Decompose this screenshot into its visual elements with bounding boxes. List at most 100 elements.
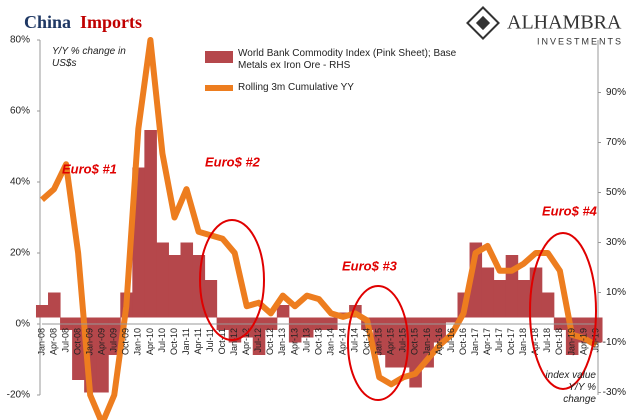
x-tick-label: Jul-14 bbox=[350, 328, 360, 353]
x-tick-label: Oct-15 bbox=[410, 328, 420, 355]
x-tick-label: Jul-09 bbox=[109, 328, 119, 353]
x-tick-label: Jul-10 bbox=[157, 328, 167, 353]
y-tick-label: 60% bbox=[10, 106, 30, 117]
x-tick-label: Jan-08 bbox=[36, 328, 46, 356]
x-tick-label: Jan-11 bbox=[181, 328, 191, 355]
x-tick-label: Apr-17 bbox=[482, 328, 492, 355]
logo bbox=[466, 6, 500, 40]
y-tick-label: 0% bbox=[16, 319, 31, 330]
annotation: Euro$ #1 bbox=[62, 161, 117, 176]
x-tick-label: Jul-16 bbox=[446, 328, 456, 353]
x-tick-label: Jan-10 bbox=[133, 328, 143, 356]
chart-title: China bbox=[24, 12, 71, 32]
bar bbox=[505, 255, 519, 318]
bar bbox=[108, 317, 121, 355]
bar bbox=[168, 255, 181, 318]
x-tick-label: Apr-12 bbox=[241, 328, 251, 355]
bar bbox=[252, 317, 266, 355]
bar bbox=[156, 242, 169, 318]
bar bbox=[240, 317, 254, 338]
bar bbox=[48, 292, 61, 318]
annotation: Euro$ #2 bbox=[205, 154, 261, 169]
x-tick-label: Oct-09 bbox=[121, 328, 131, 355]
circle bbox=[529, 232, 597, 390]
bar bbox=[144, 130, 157, 318]
bar bbox=[300, 317, 314, 338]
bar bbox=[204, 280, 218, 318]
x-tick-label: Jul-11 bbox=[205, 328, 215, 352]
bar bbox=[541, 292, 555, 318]
y2-tick-label: 90% bbox=[606, 87, 626, 98]
x-tick-label: Apr-19 bbox=[578, 328, 588, 355]
bar bbox=[180, 242, 194, 318]
legend-label: World Bank Commodity Index (Pink Sheet);… bbox=[238, 48, 457, 71]
y-tick-label: 20% bbox=[10, 248, 30, 259]
x-tick-label: Apr-13 bbox=[289, 328, 299, 355]
x-tick-label: Apr-11 bbox=[193, 328, 203, 354]
x-tick-label: Oct-17 bbox=[506, 328, 516, 355]
x-tick-label: Jan-16 bbox=[422, 328, 432, 356]
legend-swatch bbox=[205, 85, 233, 91]
y2-tick-label: 70% bbox=[606, 137, 626, 148]
x-tick-label: Apr-18 bbox=[530, 328, 540, 355]
x-tick-label: Oct-13 bbox=[313, 328, 323, 355]
brand: ALHAMBRA bbox=[507, 12, 622, 34]
circle bbox=[199, 219, 265, 341]
x-tick-label: Apr-10 bbox=[145, 328, 155, 355]
legend-label: Rolling 3m Cumulative YY bbox=[238, 82, 354, 93]
y2-note: index value Y/Y % change bbox=[545, 370, 596, 405]
y2-tick-label: -30% bbox=[603, 387, 626, 398]
x-tick-label: Jan-14 bbox=[325, 328, 335, 356]
bar bbox=[72, 317, 85, 380]
x-tick-label: Oct-16 bbox=[458, 328, 468, 355]
legend-swatch bbox=[205, 51, 233, 63]
y2-tick-label: 10% bbox=[606, 287, 626, 298]
bar bbox=[96, 317, 109, 393]
circle bbox=[347, 285, 409, 401]
x-tick-label: Oct-11 bbox=[217, 328, 227, 354]
y-tick-label: 40% bbox=[10, 177, 30, 188]
x-tick-label: Jan-15 bbox=[374, 328, 384, 356]
x-tick-label: Jan-19 bbox=[566, 328, 576, 356]
x-tick-label: Oct-18 bbox=[554, 328, 564, 355]
bar bbox=[481, 267, 495, 318]
bar bbox=[35, 305, 49, 318]
x-tick-label: Jul-08 bbox=[60, 328, 70, 353]
x-tick-label: Oct-10 bbox=[169, 328, 179, 355]
x-tick-label: Jul-18 bbox=[542, 328, 552, 353]
x-tick-label: Apr-16 bbox=[434, 328, 444, 355]
x-tick-label: Apr-08 bbox=[48, 328, 58, 355]
y2-tick-label: 30% bbox=[606, 237, 626, 248]
x-tick-label: Apr-15 bbox=[386, 328, 396, 355]
y2-tick-label: 50% bbox=[606, 187, 626, 198]
line bbox=[40, 37, 598, 420]
y-note: Y/Y % change in US$s bbox=[52, 46, 126, 69]
x-tick-label: Jan-12 bbox=[229, 328, 239, 356]
chart-title-emphasis: Imports bbox=[80, 12, 142, 32]
x-tick-label: Oct-12 bbox=[265, 328, 275, 355]
x-tick-label: Oct-08 bbox=[73, 328, 83, 355]
x-tick-label: Jan-18 bbox=[518, 328, 528, 356]
y2-tick-label: -10% bbox=[603, 337, 626, 348]
x-tick-label: Jan-17 bbox=[470, 328, 480, 356]
bar bbox=[373, 317, 386, 355]
x-tick-label: Oct-14 bbox=[362, 328, 372, 355]
bar bbox=[517, 280, 531, 318]
x-tick-label: Jul-15 bbox=[398, 328, 408, 353]
x-tick-label: Apr-14 bbox=[337, 328, 347, 355]
x-tick-label: Jul-12 bbox=[253, 328, 263, 353]
bar bbox=[385, 317, 398, 368]
y-tick-label: 80% bbox=[10, 35, 30, 46]
annotation: Euro$ #4 bbox=[542, 203, 598, 218]
annotation: Euro$ #3 bbox=[342, 258, 398, 273]
x-tick-label: Jan-13 bbox=[277, 328, 287, 356]
x-tick-label: Jul-17 bbox=[494, 328, 504, 353]
y-tick-label: -20% bbox=[7, 390, 30, 401]
brand-sub: INVESTMENTS bbox=[537, 36, 623, 46]
bar bbox=[445, 317, 458, 323]
x-tick-label: Apr-09 bbox=[97, 328, 107, 355]
x-tick-label: Jul-13 bbox=[301, 328, 311, 353]
x-tick-label: Jul-19 bbox=[590, 328, 600, 353]
